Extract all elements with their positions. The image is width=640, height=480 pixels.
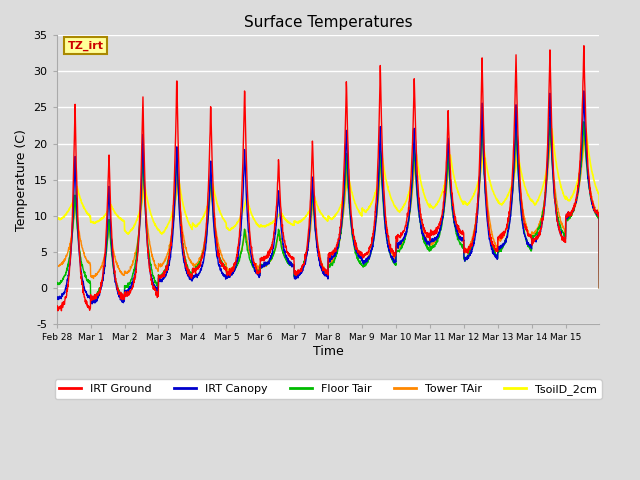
X-axis label: Time: Time — [313, 345, 344, 358]
TsoilD_2cm — [224, 226, 232, 231]
Line: TsoilD_2cm: TsoilD_2cm — [57, 129, 600, 288]
Line: Tower TAir: Tower TAir — [57, 128, 600, 288]
IRT Ground — [53, 303, 61, 309]
Tower TAir — [596, 285, 604, 291]
IRT Ground — [108, 220, 115, 226]
IRT Ground — [596, 285, 604, 291]
Title: Surface Temperatures: Surface Temperatures — [244, 15, 412, 30]
Floor Tair — [522, 236, 530, 241]
Tower TAir — [492, 240, 499, 246]
Tower TAir — [224, 268, 232, 274]
Floor Tair — [546, 116, 554, 121]
TsoilD_2cm — [492, 193, 499, 199]
Tower TAir — [588, 195, 596, 201]
Text: TZ_irt: TZ_irt — [68, 40, 104, 50]
TsoilD_2cm — [596, 285, 604, 291]
Floor Tair — [588, 201, 596, 207]
Floor Tair — [108, 246, 115, 252]
TsoilD_2cm — [522, 187, 530, 192]
IRT Ground — [54, 308, 61, 313]
TsoilD_2cm — [588, 169, 596, 175]
Tower TAir — [53, 262, 61, 267]
IRT Canopy — [108, 235, 115, 241]
IRT Ground — [580, 43, 588, 48]
IRT Ground — [361, 252, 369, 258]
Floor Tair — [596, 285, 604, 291]
IRT Canopy — [522, 236, 530, 241]
IRT Canopy — [588, 202, 596, 207]
Floor Tair — [225, 270, 232, 276]
Tower TAir — [361, 260, 369, 266]
Line: Floor Tair: Floor Tair — [57, 119, 600, 300]
IRT Canopy — [53, 295, 61, 301]
TsoilD_2cm — [582, 126, 589, 132]
Line: IRT Canopy: IRT Canopy — [57, 91, 600, 304]
Tower TAir — [107, 230, 115, 236]
TsoilD_2cm — [53, 214, 61, 219]
IRT Ground — [225, 269, 232, 275]
Line: IRT Ground: IRT Ground — [57, 46, 600, 311]
Floor Tair — [89, 297, 97, 302]
IRT Ground — [522, 225, 530, 230]
IRT Canopy — [492, 254, 499, 260]
Legend: IRT Ground, IRT Canopy, Floor Tair, Tower TAir, TsoilD_2cm: IRT Ground, IRT Canopy, Floor Tair, Towe… — [54, 379, 602, 399]
Floor Tair — [53, 281, 61, 287]
IRT Canopy — [225, 274, 232, 279]
TsoilD_2cm — [361, 208, 369, 214]
Tower TAir — [522, 223, 530, 228]
IRT Canopy — [88, 301, 96, 307]
Floor Tair — [361, 264, 369, 269]
IRT Canopy — [361, 259, 369, 265]
Floor Tair — [492, 252, 499, 258]
Y-axis label: Temperature (C): Temperature (C) — [15, 129, 28, 230]
Tower TAir — [547, 125, 554, 131]
IRT Canopy — [596, 285, 604, 291]
IRT Ground — [588, 198, 596, 204]
TsoilD_2cm — [107, 202, 115, 207]
IRT Canopy — [580, 88, 588, 94]
IRT Ground — [492, 247, 499, 253]
